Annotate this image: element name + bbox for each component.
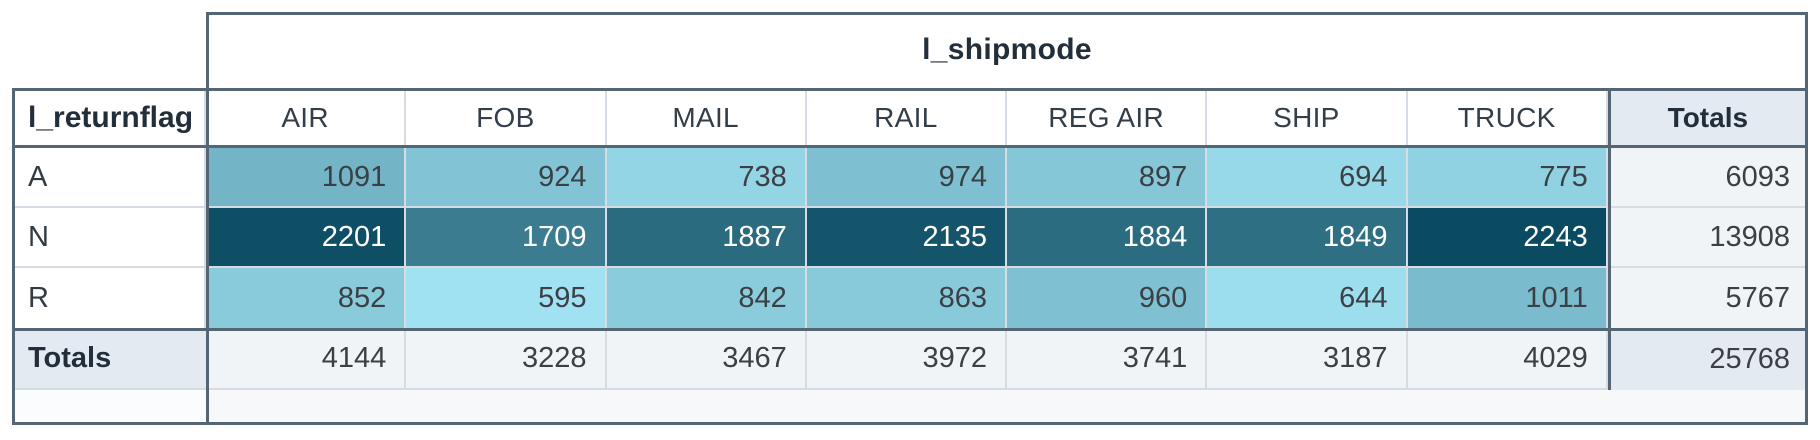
- border-totals-column: [1608, 88, 1611, 390]
- heatmap-cell: 595: [406, 268, 607, 328]
- column-total-cell: 3228: [406, 328, 607, 390]
- column-dimension-header: l_shipmode: [206, 12, 1808, 88]
- table-row: A 1091 924 738 974 897 694 775 6093: [12, 148, 1808, 208]
- heatmap-cell: 924: [406, 148, 607, 208]
- row-dimension-header: l_returnflag: [12, 88, 206, 148]
- column-total-cell: 3741: [1007, 328, 1208, 390]
- heatmap-cell: 1091: [206, 148, 407, 208]
- heatmap-cell: 1011: [1407, 268, 1608, 328]
- heatmap-cell: 974: [806, 148, 1007, 208]
- column-header-cell[interactable]: FOB: [406, 88, 607, 148]
- grand-total-cell: 25768: [1607, 328, 1808, 390]
- border-header-top: [12, 88, 1808, 91]
- table-row: R 852 595 842 863 960 644 1011 5767: [12, 268, 1808, 328]
- header-row: l_returnflag AIR FOB MAIL RAIL REG AIR SHIP TR…: [12, 88, 1808, 148]
- heatmap-cell: 775: [1407, 148, 1608, 208]
- column-total-cell: 3467: [606, 328, 807, 390]
- column-total-cell: 3972: [806, 328, 1007, 390]
- border-top: [206, 12, 1808, 15]
- row-total-cell: 5767: [1607, 268, 1808, 328]
- row-label: A: [12, 148, 206, 208]
- heatmap-cell: 694: [1207, 148, 1408, 208]
- heatmap-cell: 738: [606, 148, 807, 208]
- column-header-cell[interactable]: AIR: [206, 88, 407, 148]
- table-row: N 2201 1709 1887 2135 1884 1849 2243 13908: [12, 208, 1808, 268]
- heatmap-cell: 2201: [206, 208, 407, 268]
- column-total-cell: 3187: [1207, 328, 1408, 390]
- heatmap-cell: 2243: [1407, 208, 1608, 268]
- border-left: [12, 88, 15, 425]
- totals-column-header[interactable]: Totals: [1607, 88, 1808, 148]
- column-header-cell[interactable]: MAIL: [606, 88, 807, 148]
- column-header-cell[interactable]: TRUCK: [1407, 88, 1608, 148]
- spacer-left-cell: [12, 390, 206, 422]
- totals-row: Totals 4144 3228 3467 3972 3741 3187 4029 25768: [12, 328, 1808, 390]
- row-label: R: [12, 268, 206, 328]
- heatmap-cell: 897: [1007, 148, 1208, 208]
- column-total-cell: 4144: [206, 328, 407, 390]
- row-total-cell: 6093: [1607, 148, 1808, 208]
- row-label: N: [12, 208, 206, 268]
- column-header-cell[interactable]: SHIP: [1207, 88, 1408, 148]
- totals-row-label: Totals: [12, 328, 206, 390]
- column-header-cell[interactable]: RAIL: [806, 88, 1007, 148]
- border-totals-top: [12, 328, 1808, 331]
- border-header-bottom: [12, 145, 1808, 148]
- heatmap-cell: 644: [1207, 268, 1408, 328]
- pivot-table: l_shipmode l_returnflag AIR FOB MAIL RAIL RE…: [12, 12, 1808, 425]
- border-right: [1805, 12, 1808, 425]
- heatmap-cell: 2135: [806, 208, 1007, 268]
- column-header-cell[interactable]: REG AIR: [1007, 88, 1208, 148]
- spacer-right-cell: [206, 390, 1808, 422]
- heatmap-cell: 960: [1007, 268, 1208, 328]
- heatmap-cell: 1849: [1207, 208, 1408, 268]
- border-first-column: [206, 12, 209, 425]
- spacer-row: [12, 390, 1808, 422]
- row-total-cell: 13908: [1607, 208, 1808, 268]
- column-dimension-row: l_shipmode: [12, 12, 1808, 88]
- heatmap-cell: 863: [806, 268, 1007, 328]
- heatmap-cell: 1887: [606, 208, 807, 268]
- heatmap-cell: 1709: [406, 208, 607, 268]
- corner-spacer: [12, 12, 206, 88]
- column-total-cell: 4029: [1407, 328, 1608, 390]
- heatmap-cell: 842: [606, 268, 807, 328]
- border-bottom: [12, 422, 1808, 425]
- heatmap-cell: 1884: [1007, 208, 1208, 268]
- heatmap-cell: 852: [206, 268, 407, 328]
